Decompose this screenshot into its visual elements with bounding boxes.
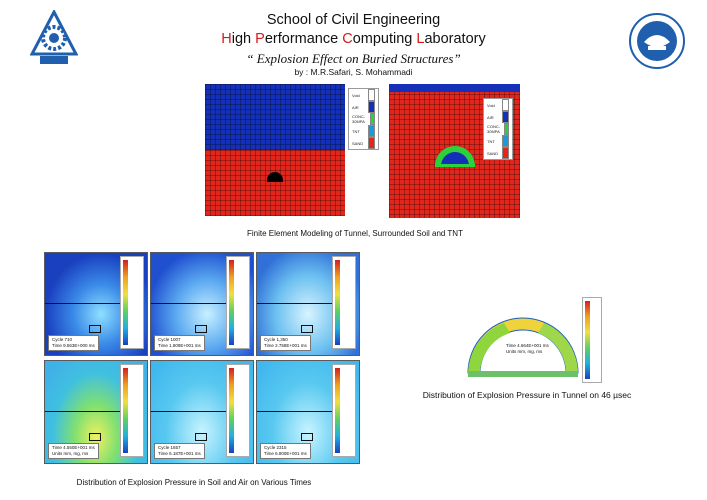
fig2-caption: Distribution of Explosion Pressure in So… — [76, 478, 312, 487]
tunnel-marker — [89, 325, 101, 333]
legend-entry: CONC-30MPA — [349, 113, 378, 125]
authors-line: by : M.R.Safari, S. Mohammadi — [294, 67, 413, 77]
tunnel-marker — [195, 433, 207, 441]
legend-entry: AIR — [349, 101, 378, 113]
tunnel-marker — [89, 433, 101, 441]
material-legend: Void AIR CONC-30MPA TNT SAND — [348, 88, 379, 150]
project-title: “ Explosion Effect on Buried Structures” — [246, 51, 461, 66]
pressure-panel: Time 4.550E+001 ms Units mm, mg, ms — [44, 360, 148, 464]
ground-line — [257, 411, 335, 412]
tunnel-arch-plot — [467, 317, 579, 377]
panel-colorbar — [120, 364, 144, 457]
panel-colorbar — [226, 364, 250, 457]
ground-line — [151, 303, 229, 304]
material-legend: Void AIR CONC-30MPA TNT SAND — [483, 98, 513, 160]
legend-entry: AIR — [484, 111, 512, 123]
arch-colorbar — [582, 297, 602, 383]
university-seal-logo — [628, 12, 686, 70]
tunnel-lining — [435, 146, 475, 167]
arch-time-label: Time 4.664E+001 ms Units mm, mg, ms — [506, 343, 549, 354]
pressure-panel: Cycle 2315 Time 6.800E+001 ms — [256, 360, 360, 464]
panel-time-label: Cycle 710 Time 9.563E+000 ms — [48, 335, 99, 351]
tunnel-marker — [195, 325, 207, 333]
panel-colorbar — [226, 256, 250, 349]
ground-line — [45, 411, 123, 412]
panel-time-label: Cycle 1007 Time 1.809E+001 ms — [154, 335, 205, 351]
tunnel-marker — [301, 433, 313, 441]
pressure-panel: Cycle 1,350 Time 2.758E+001 ms — [256, 252, 360, 356]
panel-colorbar — [120, 256, 144, 349]
legend-entry: Void — [349, 89, 378, 101]
tunnel-marker — [301, 325, 313, 333]
air-strip — [389, 84, 520, 92]
fig3-caption: Distribution of Explosion Pressure in Tu… — [422, 390, 632, 400]
panel-time-label: Cycle 2315 Time 6.800E+001 ms — [260, 443, 311, 459]
panel-time-label: Cycle 1,350 Time 2.758E+001 ms — [260, 335, 311, 351]
school-title: School of Civil Engineering — [266, 12, 441, 28]
pressure-panel: Cycle 1007 Time 1.809E+001 ms — [150, 252, 254, 356]
soil-region — [205, 150, 345, 216]
legend-entry: TNT — [349, 125, 378, 137]
fe-model-right: Void AIR CONC-30MPA TNT SAND — [389, 84, 520, 218]
air-region — [205, 84, 345, 150]
fe-model-left: Void AIR CONC-30MPA TNT SAND — [205, 84, 379, 216]
pressure-panels: Cycle 710 Time 9.563E+000 ms Cycle 1007 T… — [44, 252, 362, 464]
legend-entry: Void — [484, 99, 512, 111]
panel-time-label: Cycle 1657 Time 6.187E+001 ms — [154, 443, 205, 459]
ground-line — [45, 303, 123, 304]
legend-entry: SAND — [484, 147, 512, 159]
tunnel-shape — [267, 172, 283, 182]
legend-entry: CONC-30MPA — [484, 123, 512, 135]
panel-time-label: Time 4.550E+001 ms Units mm, mg, ms — [48, 443, 99, 459]
pressure-panel: Cycle 710 Time 9.563E+000 ms — [44, 252, 148, 356]
legend-entry: TNT — [484, 135, 512, 147]
ground-line — [151, 411, 229, 412]
ground-line — [257, 303, 335, 304]
legend-entry: SAND — [349, 137, 378, 149]
panel-colorbar — [332, 256, 356, 349]
pressure-panel: Cycle 1657 Time 6.187E+001 ms — [150, 360, 254, 464]
fig1-caption: Finite Element Modeling of Tunnel, Surro… — [247, 229, 463, 238]
lab-title: High Performance Computing Laboratory — [221, 31, 486, 47]
school-gear-logo — [29, 8, 79, 68]
tunnel-pressure-figure: Time 4.664E+001 ms Units mm, mg, ms — [464, 293, 604, 385]
panel-colorbar — [332, 364, 356, 457]
